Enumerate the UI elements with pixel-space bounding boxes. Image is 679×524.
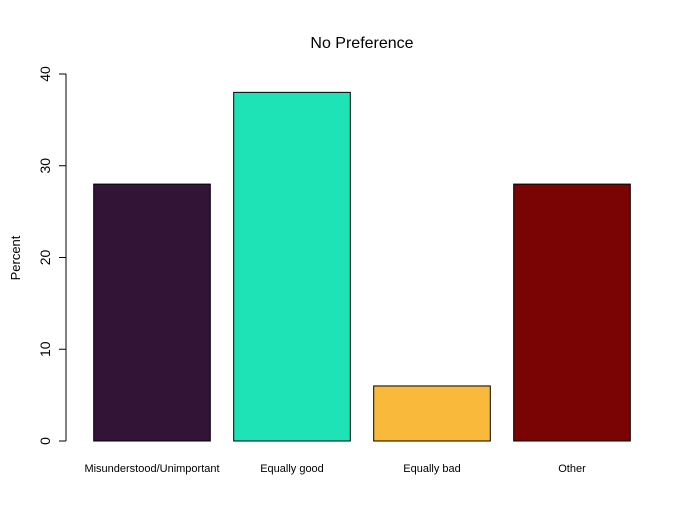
x-category-label: Equally good xyxy=(260,463,324,475)
bar xyxy=(513,183,631,442)
bar xyxy=(93,183,211,442)
y-tick-label: 40 xyxy=(37,66,53,82)
y-tick-label: 30 xyxy=(37,158,53,174)
y-tick-label: 0 xyxy=(37,437,53,445)
x-category-label: Other xyxy=(558,463,586,475)
x-category-label: Equally bad xyxy=(403,463,461,475)
y-axis-title: Percent xyxy=(8,235,23,280)
y-axis: 0 10 20 30 40 xyxy=(37,66,67,445)
chart-title: No Preference xyxy=(310,35,413,52)
bars-group xyxy=(93,91,631,442)
bar xyxy=(373,385,491,442)
y-tick-label: 10 xyxy=(37,341,53,357)
x-axis-labels: Misunderstood/Unimportant Equally good Equ… xyxy=(84,463,586,475)
y-tick-label: 20 xyxy=(37,250,53,266)
bar xyxy=(233,91,351,442)
x-category-label: Misunderstood/Unimportant xyxy=(84,463,219,475)
